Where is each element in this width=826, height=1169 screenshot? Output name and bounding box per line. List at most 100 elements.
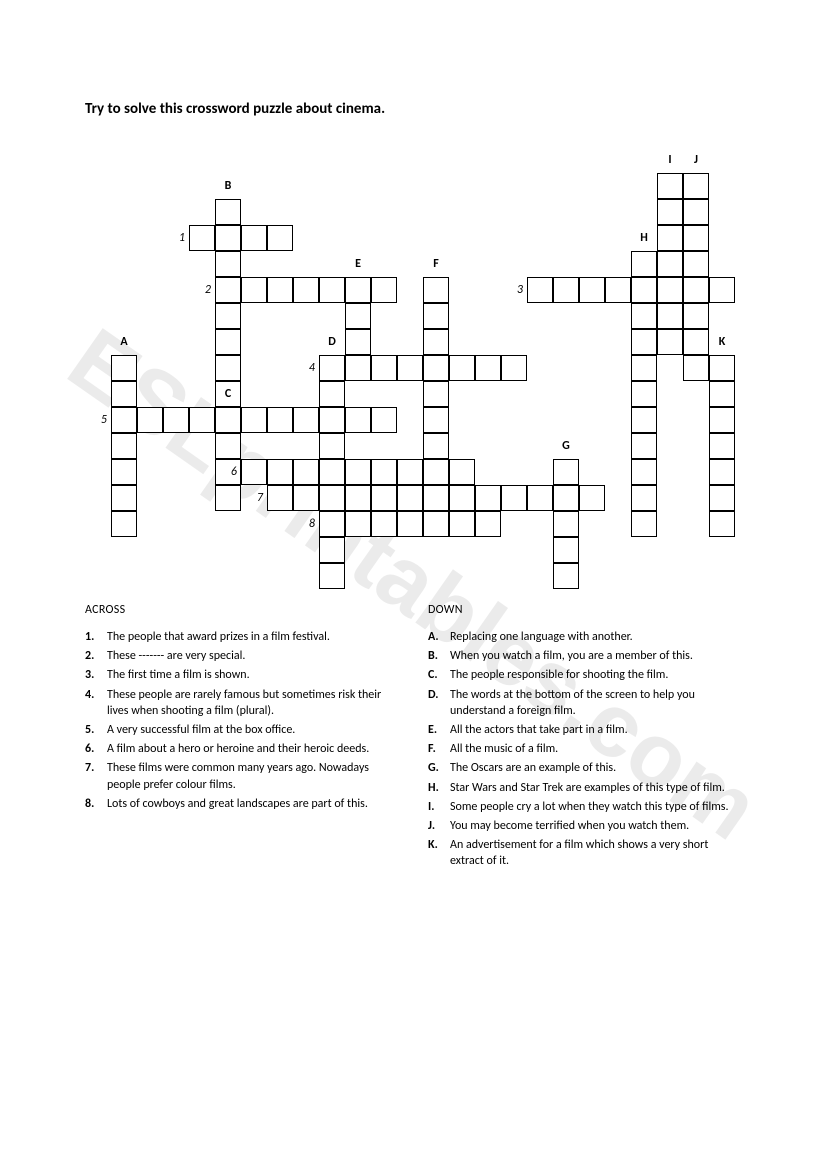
crossword-cell[interactable]	[319, 277, 345, 303]
crossword-cell[interactable]	[215, 329, 241, 355]
crossword-cell[interactable]	[111, 355, 137, 381]
crossword-cell[interactable]	[241, 407, 267, 433]
crossword-cell[interactable]	[111, 407, 137, 433]
crossword-cell[interactable]	[215, 407, 241, 433]
crossword-cell[interactable]	[267, 225, 293, 251]
crossword-cell[interactable]	[657, 225, 683, 251]
crossword-cell[interactable]	[111, 511, 137, 537]
crossword-cell[interactable]	[631, 485, 657, 511]
crossword-cell[interactable]	[423, 485, 449, 511]
crossword-cell[interactable]	[319, 563, 345, 589]
crossword-cell[interactable]	[475, 511, 501, 537]
crossword-cell[interactable]	[319, 537, 345, 563]
crossword-cell[interactable]	[709, 277, 735, 303]
crossword-cell[interactable]	[683, 173, 709, 199]
crossword-cell[interactable]	[241, 459, 267, 485]
crossword-cell[interactable]	[423, 459, 449, 485]
crossword-cell[interactable]	[371, 485, 397, 511]
crossword-cell[interactable]	[631, 277, 657, 303]
crossword-cell[interactable]	[319, 485, 345, 511]
crossword-cell[interactable]	[683, 277, 709, 303]
crossword-cell[interactable]	[293, 407, 319, 433]
crossword-cell[interactable]	[423, 303, 449, 329]
crossword-cell[interactable]	[449, 459, 475, 485]
crossword-cell[interactable]	[163, 407, 189, 433]
crossword-cell[interactable]	[449, 485, 475, 511]
crossword-cell[interactable]	[215, 485, 241, 511]
crossword-cell[interactable]	[501, 355, 527, 381]
crossword-cell[interactable]	[345, 329, 371, 355]
crossword-cell[interactable]	[709, 407, 735, 433]
crossword-cell[interactable]	[215, 277, 241, 303]
crossword-cell[interactable]	[709, 485, 735, 511]
crossword-cell[interactable]	[657, 199, 683, 225]
crossword-cell[interactable]	[371, 459, 397, 485]
crossword-cell[interactable]	[709, 381, 735, 407]
crossword-cell[interactable]	[709, 355, 735, 381]
crossword-cell[interactable]	[423, 433, 449, 459]
crossword-cell[interactable]	[215, 433, 241, 459]
crossword-cell[interactable]	[319, 407, 345, 433]
crossword-cell[interactable]	[397, 485, 423, 511]
crossword-cell[interactable]	[293, 459, 319, 485]
crossword-cell[interactable]	[111, 485, 137, 511]
crossword-cell[interactable]	[631, 407, 657, 433]
crossword-cell[interactable]	[215, 199, 241, 225]
crossword-cell[interactable]	[345, 277, 371, 303]
crossword-cell[interactable]	[345, 511, 371, 537]
crossword-cell[interactable]	[293, 485, 319, 511]
crossword-cell[interactable]	[553, 537, 579, 563]
crossword-cell[interactable]	[345, 355, 371, 381]
crossword-cell[interactable]	[137, 407, 163, 433]
crossword-cell[interactable]	[111, 433, 137, 459]
crossword-cell[interactable]	[553, 485, 579, 511]
crossword-cell[interactable]	[553, 459, 579, 485]
crossword-cell[interactable]	[319, 511, 345, 537]
crossword-cell[interactable]	[111, 459, 137, 485]
crossword-cell[interactable]	[631, 433, 657, 459]
crossword-cell[interactable]	[683, 251, 709, 277]
crossword-cell[interactable]	[215, 225, 241, 251]
crossword-cell[interactable]	[371, 407, 397, 433]
crossword-cell[interactable]	[449, 355, 475, 381]
crossword-cell[interactable]	[657, 251, 683, 277]
crossword-cell[interactable]	[683, 199, 709, 225]
crossword-cell[interactable]	[683, 329, 709, 355]
crossword-cell[interactable]	[345, 485, 371, 511]
crossword-cell[interactable]	[709, 459, 735, 485]
crossword-cell[interactable]	[371, 355, 397, 381]
crossword-cell[interactable]	[605, 277, 631, 303]
crossword-cell[interactable]	[631, 303, 657, 329]
crossword-cell[interactable]	[267, 459, 293, 485]
crossword-cell[interactable]	[319, 459, 345, 485]
crossword-cell[interactable]	[709, 511, 735, 537]
crossword-cell[interactable]	[319, 355, 345, 381]
crossword-cell[interactable]	[683, 303, 709, 329]
crossword-cell[interactable]	[631, 511, 657, 537]
crossword-cell[interactable]	[501, 485, 527, 511]
crossword-cell[interactable]	[423, 355, 449, 381]
crossword-cell[interactable]	[319, 433, 345, 459]
crossword-cell[interactable]	[423, 329, 449, 355]
crossword-cell[interactable]	[189, 225, 215, 251]
crossword-cell[interactable]	[657, 329, 683, 355]
crossword-cell[interactable]	[657, 277, 683, 303]
crossword-cell[interactable]	[475, 355, 501, 381]
crossword-cell[interactable]	[267, 407, 293, 433]
crossword-cell[interactable]	[293, 277, 319, 303]
crossword-cell[interactable]	[579, 485, 605, 511]
crossword-cell[interactable]	[215, 355, 241, 381]
crossword-cell[interactable]	[371, 277, 397, 303]
crossword-cell[interactable]	[397, 511, 423, 537]
crossword-cell[interactable]	[241, 277, 267, 303]
crossword-cell[interactable]	[553, 511, 579, 537]
crossword-cell[interactable]	[657, 173, 683, 199]
crossword-cell[interactable]	[267, 485, 293, 511]
crossword-cell[interactable]	[345, 459, 371, 485]
crossword-cell[interactable]	[527, 277, 553, 303]
crossword-cell[interactable]	[475, 485, 501, 511]
crossword-cell[interactable]	[371, 511, 397, 537]
crossword-cell[interactable]	[709, 433, 735, 459]
crossword-cell[interactable]	[449, 511, 475, 537]
crossword-cell[interactable]	[267, 277, 293, 303]
